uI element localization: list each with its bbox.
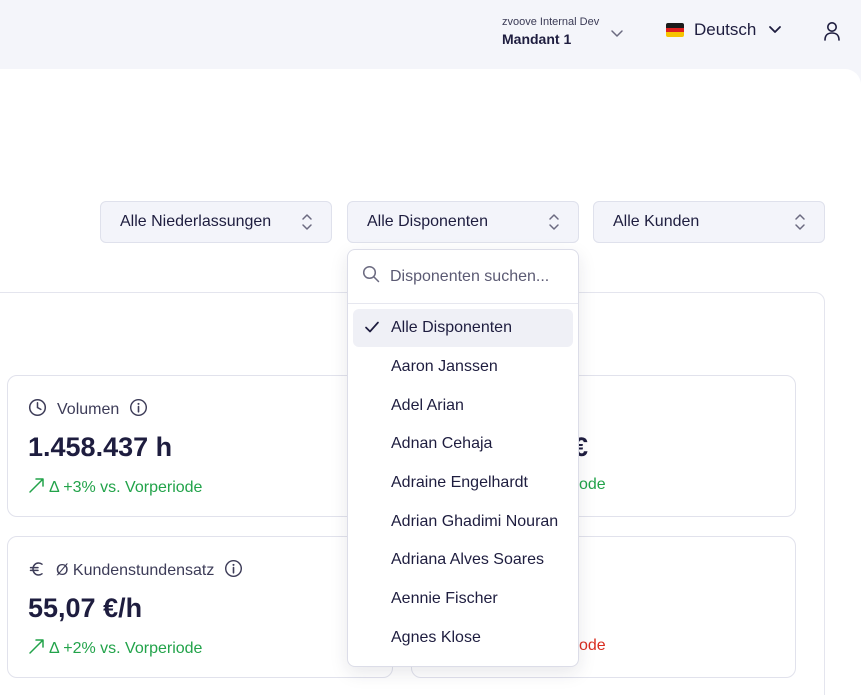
kpi-delta: Δ +2% vs. Vorperiode xyxy=(28,637,202,660)
dropdown-option[interactable]: Adnan Cehaja xyxy=(391,435,493,452)
dispatcher-filter-select[interactable]: Alle Disponenten xyxy=(347,201,579,243)
kpi-title: Ø Kundenstundensatz xyxy=(56,562,215,579)
chevron-up-down-icon xyxy=(301,213,313,231)
chevron-up-down-icon xyxy=(794,213,806,231)
clock-icon xyxy=(28,398,47,422)
kpi-delta: ode xyxy=(579,476,606,493)
user-icon[interactable] xyxy=(822,20,842,47)
chevron-down-icon xyxy=(768,25,782,35)
german-flag-icon xyxy=(666,23,684,37)
kpi-delta: Δ +3% vs. Vorperiode xyxy=(28,476,202,499)
dropdown-option[interactable]: Adrian Ghadimi Nouran xyxy=(391,513,559,530)
dropdown-option[interactable]: Aaron Janssen xyxy=(391,358,498,375)
dropdown-option[interactable]: Agnes Klose xyxy=(391,629,481,646)
dropdown-option[interactable]: Adriana Alves Soares xyxy=(391,551,544,568)
euro-icon xyxy=(28,560,46,583)
search-icon xyxy=(362,265,380,288)
trend-up-icon xyxy=(28,637,46,660)
customer-filter-label: Alle Kunden xyxy=(613,213,700,230)
dropdown-option[interactable]: Adraine Engelhardt xyxy=(391,474,528,491)
kpi-value: 55,07 €/h xyxy=(28,593,143,623)
tenant-name: Mandant 1 xyxy=(502,31,572,47)
language-label: Deutsch xyxy=(694,20,757,39)
dispatcher-search-input[interactable] xyxy=(390,267,570,286)
dropdown-option[interactable]: Aennie Fischer xyxy=(391,590,498,607)
kpi-title: Volumen xyxy=(57,401,120,418)
tenant-environment: zvoove Internal Dev xyxy=(502,16,600,28)
kpi-card-customer-rate: Ø Kundenstundensatz 55,07 €/h Δ +2% vs. … xyxy=(7,536,393,678)
kpi-card-volume: Volumen 1.458.437 h Δ +3% vs. Vorperiode xyxy=(7,375,393,517)
branch-filter-select[interactable]: Alle Niederlassungen xyxy=(100,201,332,243)
info-icon[interactable] xyxy=(224,559,243,583)
chevron-down-icon[interactable] xyxy=(610,26,624,44)
dropdown-option-alle-disponenten[interactable]: Alle Disponenten xyxy=(353,309,573,347)
trend-up-icon xyxy=(28,476,46,499)
dropdown-option[interactable]: Adel Arian xyxy=(391,397,464,414)
kpi-delta: ode xyxy=(579,637,606,654)
info-icon[interactable] xyxy=(129,398,148,422)
language-switcher[interactable]: Deutsch xyxy=(666,20,782,40)
branch-filter-label: Alle Niederlassungen xyxy=(120,213,272,230)
tenant-switcher[interactable]: zvoove Internal Dev Mandant 1 xyxy=(502,16,599,49)
kpi-value: 1.458.437 h xyxy=(28,432,173,462)
dispatcher-dropdown: Alle Disponenten Aaron Janssen Adel Aria… xyxy=(347,249,579,667)
check-icon xyxy=(364,320,380,339)
top-bar: zvoove Internal Dev Mandant 1 Deutsch xyxy=(0,0,861,68)
dispatcher-search xyxy=(348,250,578,304)
chevron-up-down-icon xyxy=(548,213,560,231)
customer-filter-select[interactable]: Alle Kunden xyxy=(593,201,825,243)
dispatcher-filter-label: Alle Disponenten xyxy=(367,213,488,230)
